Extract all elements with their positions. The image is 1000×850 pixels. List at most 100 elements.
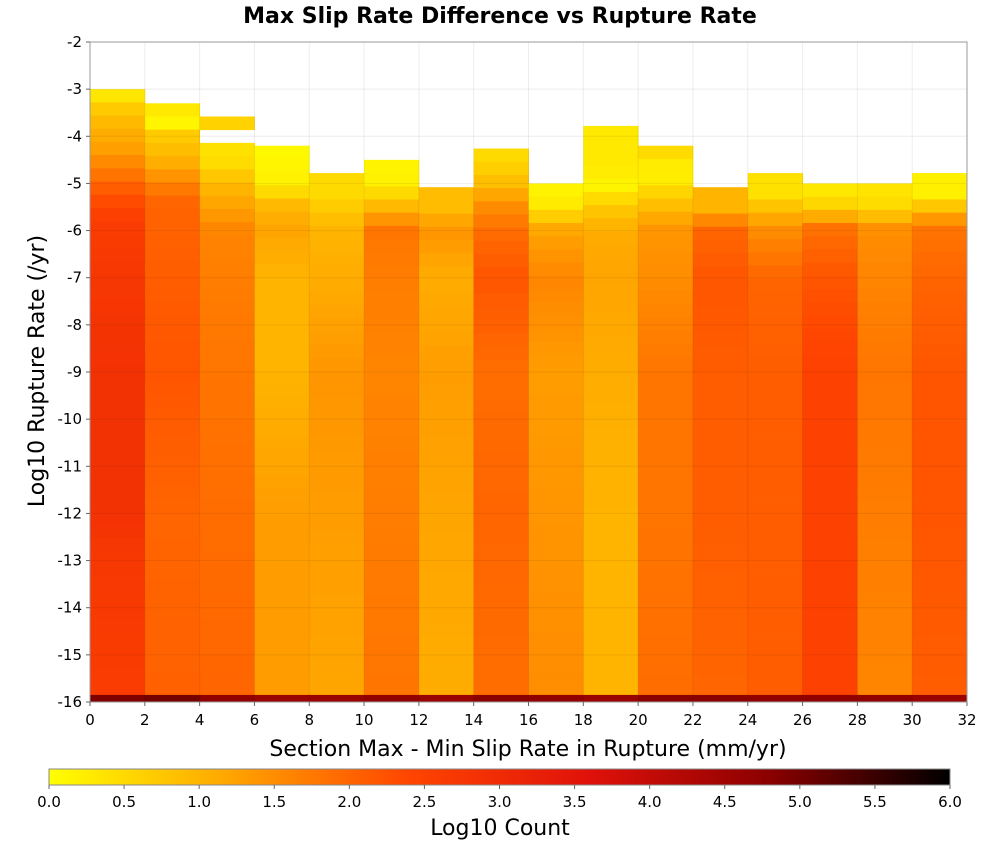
heatmap-cell bbox=[912, 318, 968, 332]
y-tick-label: -3 bbox=[67, 80, 82, 98]
heatmap-cell bbox=[747, 212, 803, 227]
heatmap-cell bbox=[90, 643, 146, 658]
heatmap-cell bbox=[692, 477, 749, 492]
heatmap-cell bbox=[199, 552, 255, 566]
heatmap-cell bbox=[418, 451, 475, 465]
heatmap-cell bbox=[144, 618, 201, 632]
heatmap-cell bbox=[528, 645, 584, 660]
heatmap-cell bbox=[857, 328, 913, 343]
heatmap-cell bbox=[418, 240, 475, 254]
heatmap-cell bbox=[638, 198, 694, 213]
heatmap-cell-bottom-row bbox=[473, 694, 529, 702]
heatmap-cell bbox=[802, 421, 858, 435]
heatmap-cell bbox=[309, 529, 365, 544]
heatmap-cell bbox=[309, 569, 365, 583]
heatmap-cell bbox=[747, 278, 803, 293]
heatmap-cell bbox=[144, 684, 201, 696]
heatmap-cell bbox=[692, 675, 749, 690]
heatmap-cell bbox=[418, 490, 475, 505]
heatmap-cell bbox=[912, 423, 968, 438]
heatmap-cell bbox=[90, 485, 146, 499]
heatmap-cell bbox=[638, 158, 694, 173]
heatmap-cell bbox=[90, 366, 146, 380]
heatmap-cell bbox=[912, 582, 968, 596]
heatmap-cell bbox=[638, 515, 694, 529]
colorbar-label: Log10 Count bbox=[430, 816, 570, 841]
heatmap-cell bbox=[473, 544, 529, 559]
heatmap-cell bbox=[144, 156, 201, 170]
heatmap-cell bbox=[254, 158, 310, 173]
heatmap-cell bbox=[802, 368, 858, 382]
heatmap-cell bbox=[912, 265, 968, 280]
heatmap-cell bbox=[418, 477, 475, 492]
heatmap-cell bbox=[583, 587, 639, 602]
heatmap-cell bbox=[90, 273, 146, 288]
heatmap-cell bbox=[418, 200, 475, 214]
heatmap-cell bbox=[144, 129, 201, 144]
heatmap-cell bbox=[857, 434, 913, 448]
heatmap-cell bbox=[583, 469, 639, 483]
heatmap-cell bbox=[802, 473, 858, 488]
heatmap-cell bbox=[802, 605, 858, 620]
heatmap-cell bbox=[418, 266, 475, 280]
heatmap-cell bbox=[309, 239, 365, 253]
heatmap-cell bbox=[254, 607, 310, 622]
heatmap-cell bbox=[802, 632, 858, 646]
heatmap-cell bbox=[912, 239, 968, 253]
heatmap-cell bbox=[857, 355, 913, 369]
heatmap-cell bbox=[309, 674, 365, 689]
heatmap-cell bbox=[692, 649, 749, 663]
heatmap-cell bbox=[364, 252, 420, 266]
heatmap-cell bbox=[90, 155, 146, 169]
heatmap-cell bbox=[90, 128, 146, 143]
heatmap-cell bbox=[583, 376, 639, 391]
heatmap-cell bbox=[747, 450, 803, 464]
heatmap-cell bbox=[528, 275, 584, 290]
heatmap-cell bbox=[199, 657, 255, 672]
heatmap-cell bbox=[90, 379, 146, 394]
heatmap-cell bbox=[364, 489, 420, 504]
heatmap-cell bbox=[857, 249, 913, 264]
heatmap-cell bbox=[528, 487, 584, 501]
heatmap-cell bbox=[583, 244, 639, 259]
heatmap-cell bbox=[90, 577, 146, 592]
heatmap-cell bbox=[90, 498, 146, 512]
heatmap-cell bbox=[692, 226, 749, 241]
heatmap-cell bbox=[364, 463, 420, 478]
heatmap-cell bbox=[692, 372, 749, 386]
heatmap-cell bbox=[144, 512, 201, 527]
heatmap-cell bbox=[309, 371, 365, 385]
heatmap-cell bbox=[364, 344, 420, 359]
heatmap-cell bbox=[418, 596, 475, 610]
heatmap-cell bbox=[528, 447, 584, 462]
heatmap-cell bbox=[418, 636, 475, 650]
heatmap-cell bbox=[692, 240, 749, 254]
heatmap-cell bbox=[309, 476, 365, 491]
heatmap-cell bbox=[473, 557, 529, 572]
heatmap-cell bbox=[638, 449, 694, 463]
heatmap-cell bbox=[199, 195, 255, 210]
heatmap-cell bbox=[418, 253, 475, 267]
heatmap-cell bbox=[364, 384, 420, 398]
colorbar-tick-label: 1.5 bbox=[262, 793, 286, 811]
heatmap-cell bbox=[912, 437, 968, 451]
x-tick-label: 24 bbox=[738, 711, 757, 729]
heatmap-cell bbox=[638, 251, 694, 265]
heatmap-cell bbox=[144, 182, 201, 197]
heatmap-cell bbox=[309, 661, 365, 676]
heatmap-cell bbox=[90, 234, 146, 248]
heatmap-cell bbox=[857, 658, 913, 673]
heatmap-cell bbox=[528, 434, 584, 448]
heatmap-cell-bottom-row bbox=[583, 694, 639, 702]
heatmap-cell bbox=[254, 594, 310, 609]
heatmap-cell bbox=[583, 152, 639, 166]
heatmap-cell bbox=[254, 568, 310, 582]
heatmap-cell bbox=[90, 247, 146, 262]
heatmap-cell bbox=[144, 367, 201, 381]
heatmap-cell bbox=[418, 213, 475, 228]
heatmap-cell bbox=[254, 145, 310, 160]
heatmap-cell bbox=[254, 515, 310, 529]
heatmap-cell bbox=[254, 211, 310, 226]
heatmap-cell bbox=[583, 535, 639, 549]
heatmap-cell bbox=[802, 183, 858, 198]
